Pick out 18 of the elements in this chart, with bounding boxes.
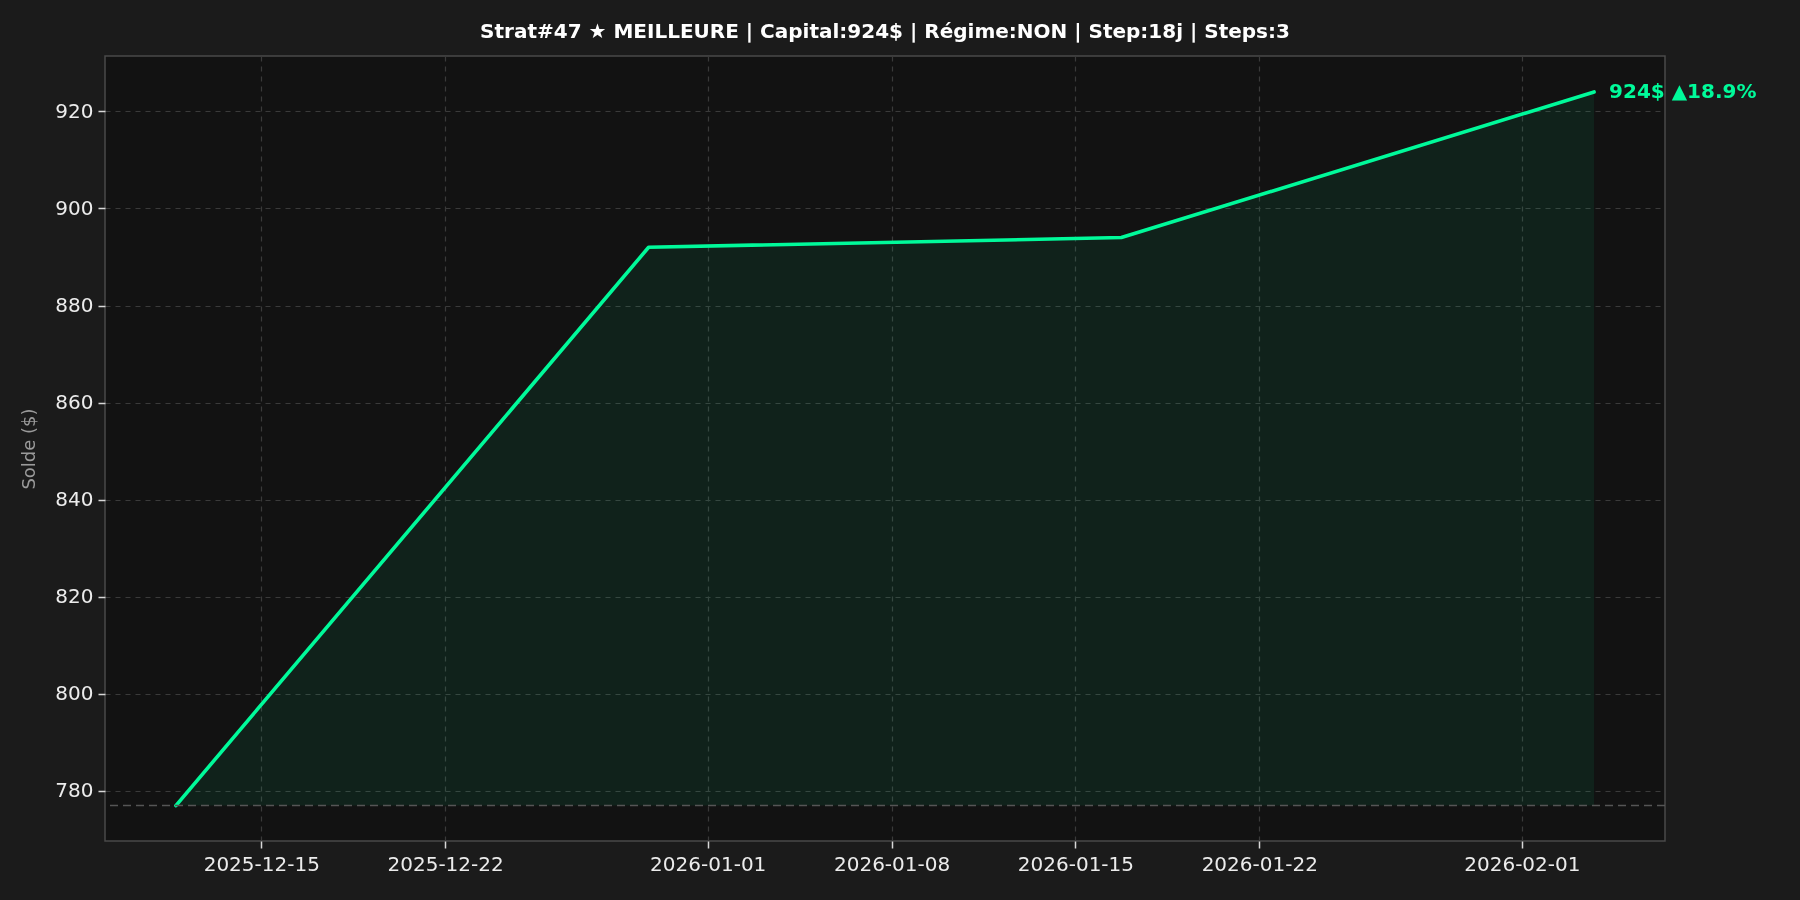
annotation: 924$ ▲18.9% bbox=[1609, 78, 1757, 103]
y-tick-label: 800 bbox=[55, 681, 94, 706]
y-tick-label: 880 bbox=[55, 293, 94, 318]
y-axis-title: Solde ($) bbox=[18, 408, 40, 490]
y-tick-label: 820 bbox=[55, 584, 94, 609]
y-tick-label: 780 bbox=[55, 778, 94, 803]
y-tick-label: 840 bbox=[55, 487, 94, 512]
x-tick-label: 2026-01-08 bbox=[833, 851, 951, 876]
y-tick-label: 920 bbox=[55, 98, 94, 123]
x-tick-label: 2026-01-22 bbox=[1201, 851, 1318, 876]
x-tick-label: 2026-02-01 bbox=[1464, 851, 1581, 876]
x-tick-label: 2025-12-22 bbox=[387, 851, 504, 876]
y-tick-label: 860 bbox=[55, 390, 94, 415]
y-tick-label: 900 bbox=[55, 195, 94, 220]
x-tick-label: 2026-01-15 bbox=[1017, 851, 1135, 876]
x-tick-label: 2025-12-15 bbox=[203, 851, 320, 876]
chart-title: Strat#47 ★ MEILLEURE | Capital:924$ | Régime:NON | Step:18j | Steps:3 bbox=[480, 19, 1290, 43]
x-tick-label: 2026-01-01 bbox=[650, 851, 767, 876]
